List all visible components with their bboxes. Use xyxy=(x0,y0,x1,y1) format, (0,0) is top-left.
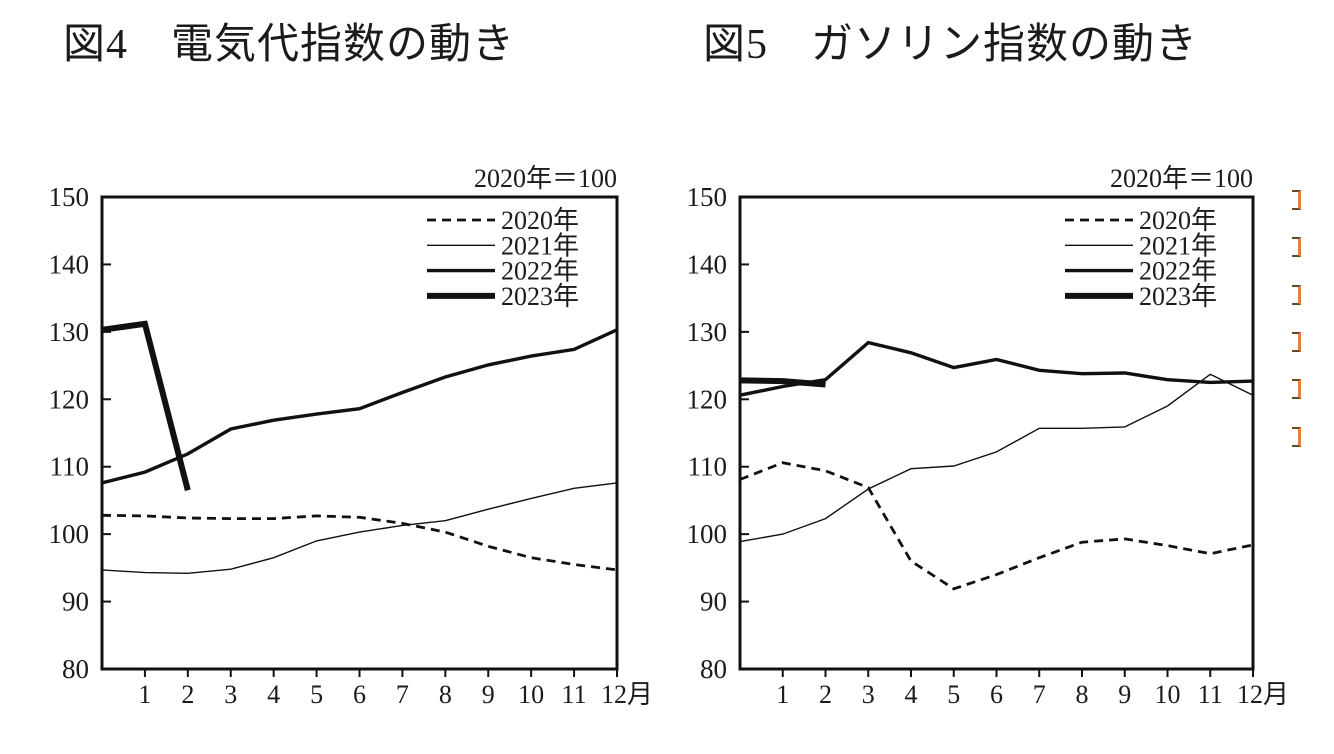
electricity-index-chart: 80 90 100 110 120 130 140 150 1 2 3 4 5 6 7 8 9 10 11 12月 20… xyxy=(49,182,654,709)
x-tick-label: 2 xyxy=(181,680,194,709)
figure5-title: 図5 ガソリン指数の動き xyxy=(703,22,1199,68)
x-tick-label: 5 xyxy=(310,680,323,709)
cutoff-text-mark xyxy=(1292,331,1301,352)
legend-label: 2020年 xyxy=(1139,206,1217,235)
legend-label: 2020年 xyxy=(501,206,579,235)
x-tick-label: 10 xyxy=(1155,680,1181,709)
y-tick-label: 130 xyxy=(49,317,90,347)
cutoff-text-mark xyxy=(1292,190,1301,210)
figure4-title: 図4 電気代指数の動き xyxy=(63,22,516,68)
x-tick-label: 11 xyxy=(562,680,587,709)
x-tick-label: 8 xyxy=(1076,680,1089,709)
legend-label: 2021年 xyxy=(501,231,579,260)
x-tick-label: 4 xyxy=(905,680,918,709)
series-line-2020年 xyxy=(101,513,618,572)
legend-label: 2022年 xyxy=(1139,257,1217,286)
x-tick-label: 7 xyxy=(1033,680,1046,709)
legend-label: 2021年 xyxy=(1139,231,1217,260)
x-tick-label: 2 xyxy=(819,680,832,709)
y-tick-label: 80 xyxy=(700,654,727,684)
series-line-2023年 xyxy=(101,320,191,492)
y-tick-label: 150 xyxy=(687,182,728,212)
cutoff-text-mark xyxy=(1292,379,1301,400)
cutoff-text-mark xyxy=(1292,284,1301,305)
y-tick-label: 120 xyxy=(687,384,728,414)
x-tick-label: 6 xyxy=(353,680,366,709)
x-tick-label: 6 xyxy=(990,680,1003,709)
cutoff-text-mark xyxy=(1292,237,1301,258)
figure5-unit-note: 2020年＝100 xyxy=(1109,164,1253,193)
series-line-2020年 xyxy=(739,461,1254,591)
x-tick-label: 1 xyxy=(776,680,789,709)
x-tick-label: 3 xyxy=(862,680,875,709)
x-tick-label: 8 xyxy=(439,680,452,709)
y-tick-label: 140 xyxy=(49,249,90,279)
figure4-unit-note: 2020年＝100 xyxy=(473,164,617,193)
y-tick-label: 110 xyxy=(688,452,728,482)
legend-label: 2023年 xyxy=(1139,282,1217,311)
x-tick-label: 7 xyxy=(396,680,409,709)
series-line-2021年 xyxy=(739,373,1254,543)
y-tick-label: 100 xyxy=(49,519,90,549)
series-line-2022年 xyxy=(101,328,618,485)
cutoff-text-mark xyxy=(1292,426,1301,447)
x-tick-label: 3 xyxy=(224,680,237,709)
y-tick-label: 150 xyxy=(49,182,90,212)
y-tick-label: 90 xyxy=(62,587,89,617)
y-tick-label: 120 xyxy=(49,384,90,414)
x-tick-label: 10 xyxy=(518,680,544,709)
x-tick-label: 5 xyxy=(947,680,960,709)
x-tick-label: 11 xyxy=(1198,680,1223,709)
series-line-2022年 xyxy=(739,340,1254,397)
x-tick-label: 9 xyxy=(482,680,495,709)
x-tick-label: 9 xyxy=(1118,680,1131,709)
y-tick-label: 130 xyxy=(687,317,728,347)
x-tick-label: 1 xyxy=(138,680,151,709)
y-tick-label: 110 xyxy=(50,452,90,482)
y-tick-label: 140 xyxy=(687,249,728,279)
y-tick-label: 80 xyxy=(62,654,89,684)
legend-label: 2023年 xyxy=(501,282,579,311)
x-tick-label: 12月 xyxy=(601,680,653,709)
x-tick-label: 12月 xyxy=(1237,680,1289,709)
y-tick-label: 90 xyxy=(700,587,727,617)
x-tick-label: 4 xyxy=(267,680,280,709)
legend-label: 2022年 xyxy=(501,257,579,286)
series-line-2023年 xyxy=(739,377,826,388)
y-tick-label: 100 xyxy=(687,519,728,549)
series-line-2021年 xyxy=(101,482,618,575)
